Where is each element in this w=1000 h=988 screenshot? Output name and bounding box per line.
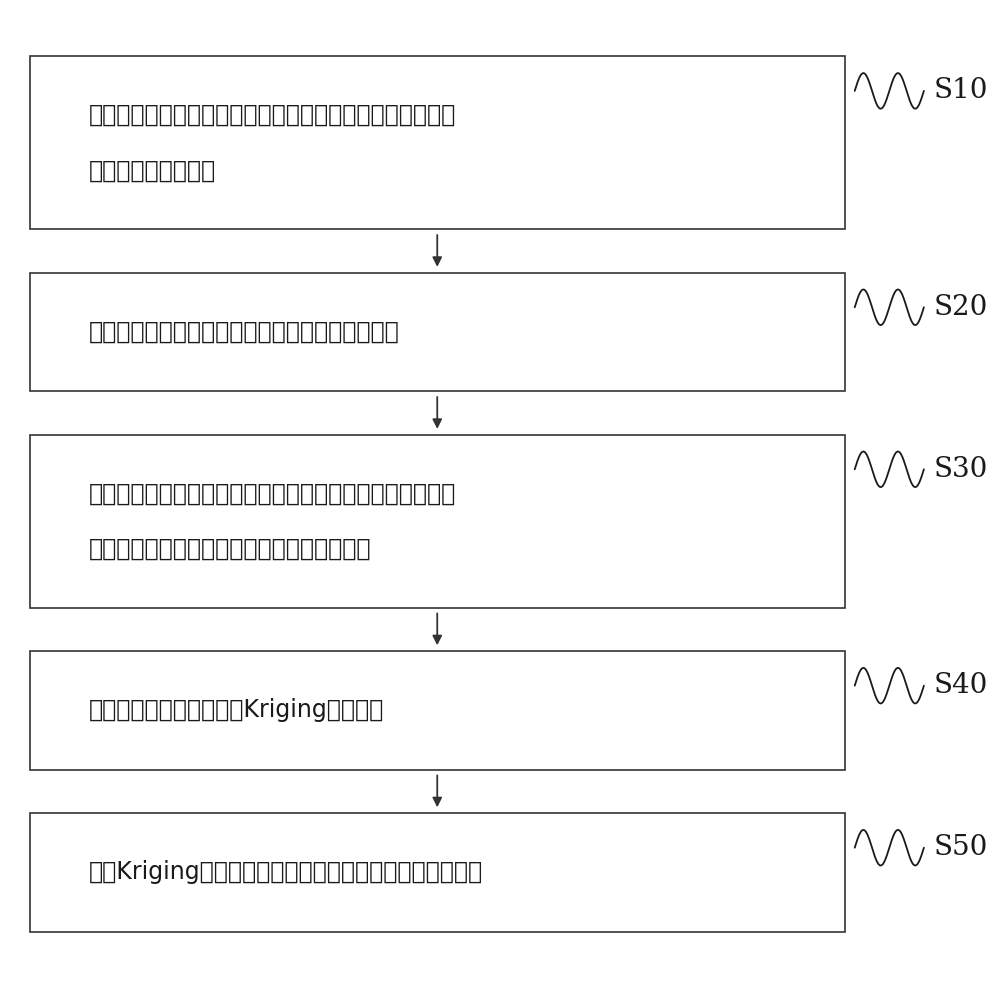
Bar [30,273,845,391]
Bar [30,651,845,770]
Bar [30,813,845,932]
Bar [30,435,845,608]
Text: 根据广义功能函数，构建Kriging模型函数: 根据广义功能函数，构建Kriging模型函数 [89,699,384,722]
Text: S20: S20 [934,293,988,321]
Text: 根据有限元模型，确定涂轮槫连接结构的功能函数: 根据有限元模型，确定涂轮槫连接结构的功能函数 [89,320,400,344]
Text: S10: S10 [934,77,988,105]
Text: 在功能函数的基础上，增加辅助随机变量，以建立广义功能: 在功能函数的基础上，增加辅助随机变量，以建立广义功能 [89,481,456,506]
Text: 接结构的有限元模型: 接结构的有限元模型 [89,158,216,183]
Text: S40: S40 [934,672,988,700]
Text: 函数，其中，辅助随机变量服从标准正态分布: 函数，其中，辅助随机变量服从标准正态分布 [89,536,371,561]
Text: S30: S30 [934,455,988,483]
Text: 基于Kriging模型，以求得涂轮槫连接结构的模糊失效概率: 基于Kriging模型，以求得涂轮槫连接结构的模糊失效概率 [89,861,483,884]
Text: 在涂轮槫连接结构的三维模型中划分网格，以建立涂轮槫连: 在涂轮槫连接结构的三维模型中划分网格，以建立涂轮槫连 [89,103,456,127]
Bar [30,56,845,229]
Text: S50: S50 [934,834,988,862]
